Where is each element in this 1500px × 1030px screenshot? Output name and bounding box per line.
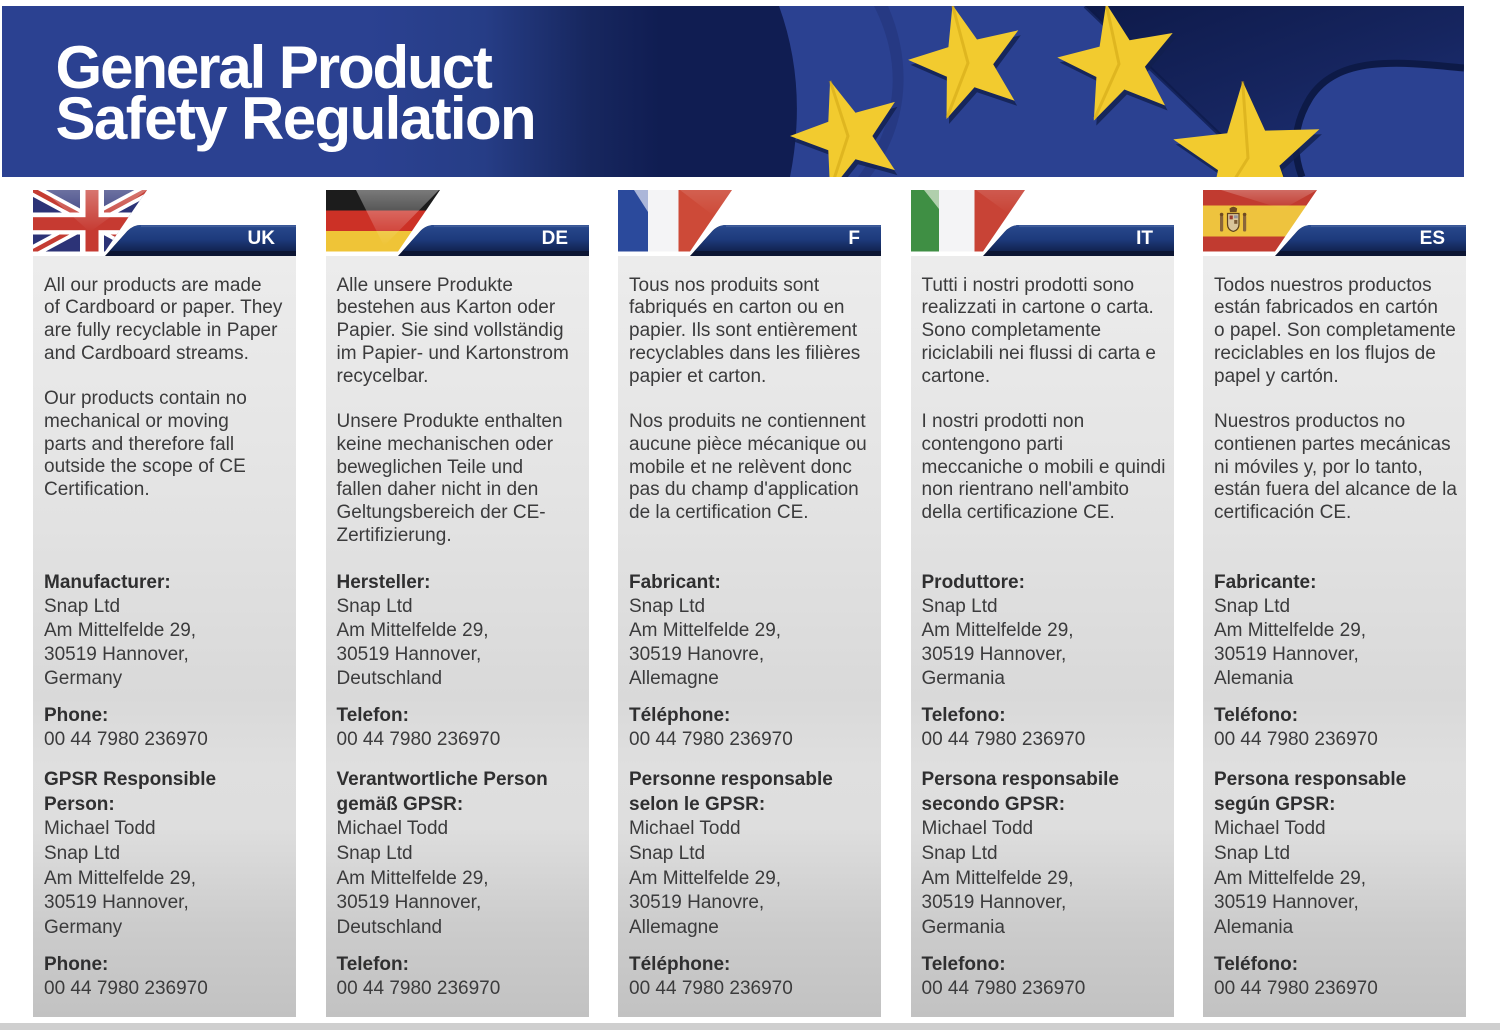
svg-text:UK: UK xyxy=(248,228,276,249)
svg-text:F: F xyxy=(848,228,860,249)
svg-text:ES: ES xyxy=(1420,228,1445,249)
svg-text:IT: IT xyxy=(1136,228,1153,249)
svg-text:DE: DE xyxy=(541,228,567,249)
